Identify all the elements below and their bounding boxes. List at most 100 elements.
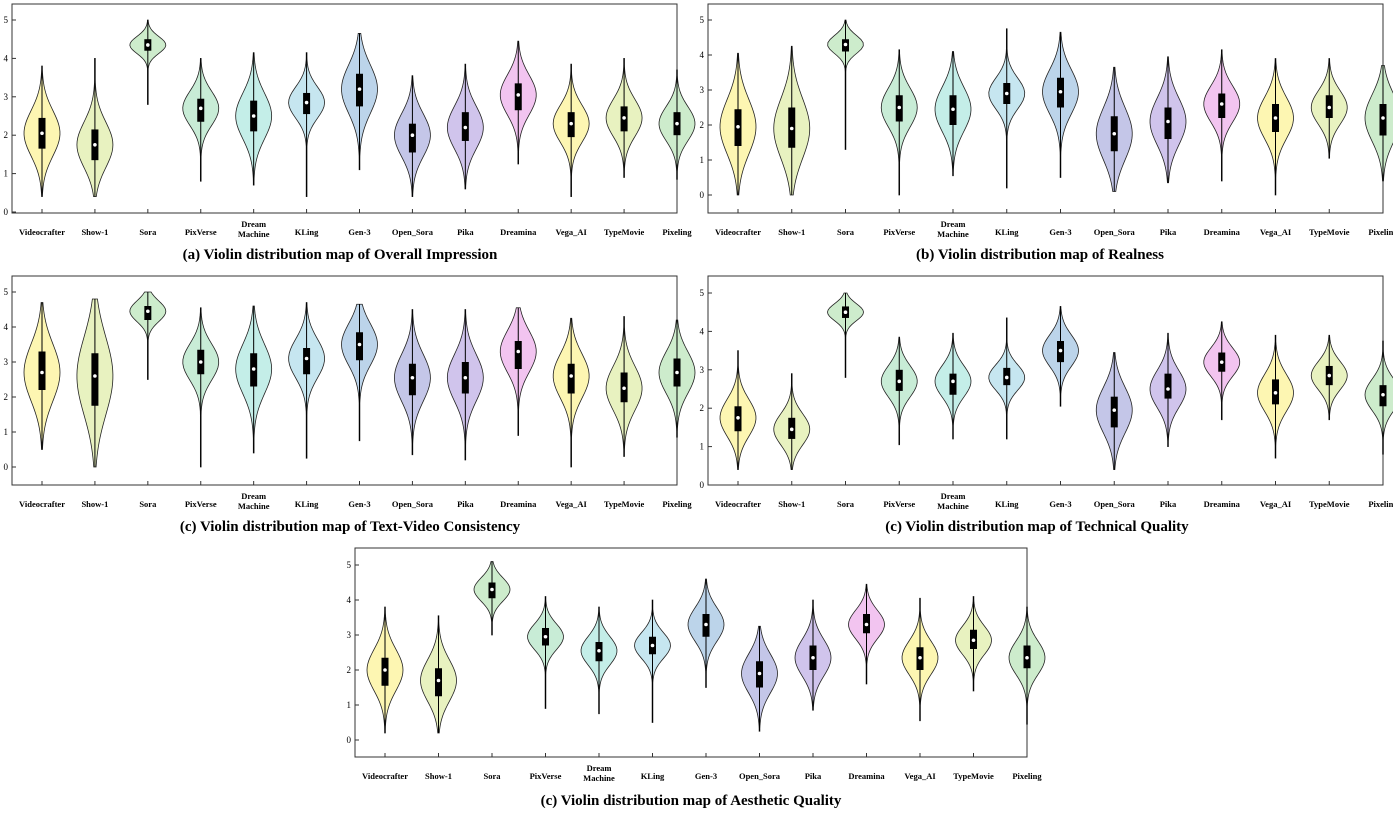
violin-vega-ai	[552, 317, 590, 468]
violin-kling	[634, 599, 671, 723]
median-point	[1025, 655, 1029, 660]
violin-sora	[129, 291, 167, 380]
median-point	[675, 370, 679, 375]
x-tick-label-kling: KLing	[995, 499, 1019, 509]
violin-dreamina	[848, 583, 885, 685]
median-point	[1327, 105, 1332, 110]
x-tick-label-gen-3: Gen-3	[348, 227, 370, 237]
median-point	[789, 126, 794, 131]
median-point	[490, 587, 494, 592]
violin-pika	[446, 63, 484, 190]
median-point	[357, 342, 362, 347]
caption-text-video-consistency: (c) Violin distribution map of Text-Vide…	[179, 519, 521, 535]
x-tick-label-pixverse: PixVerse	[883, 227, 915, 237]
iqr-box	[197, 98, 205, 122]
caption-realness: (b) Violin distribution map of Realness	[916, 247, 1164, 263]
x-tick-label-dreamina: Dreamina	[1204, 227, 1241, 237]
x-tick-label-pixeling: Pixeling	[662, 499, 692, 509]
median-point	[597, 648, 601, 653]
y-tick-label: 2	[347, 665, 352, 675]
violin-dream-machine	[934, 51, 972, 177]
median-point	[1112, 131, 1117, 136]
y-tick-label: 1	[700, 155, 705, 165]
median-point	[146, 43, 150, 47]
iqr-box	[514, 341, 522, 369]
x-tick-label-gen-3: Gen-3	[348, 499, 370, 509]
violin-pixeling	[1008, 606, 1046, 725]
y-tick-label: 1	[4, 169, 9, 179]
panel-0: 0 1 2 3 4 5 Videocrafter Show-1 Sora PixVerse Drea…	[4, 3, 696, 239]
violin-typemovie	[1310, 58, 1348, 159]
x-tick-label-gen-3: Gen-3	[695, 771, 717, 781]
x-tick-label-dream-machine: Dream	[587, 763, 612, 773]
violin-videocrafter	[366, 606, 404, 734]
x-tick-label-open-sora: Open_Sora	[392, 227, 434, 237]
y-tick-label: 4	[4, 53, 9, 63]
y-tick-label: 2	[4, 392, 9, 402]
median-point	[736, 416, 740, 420]
violin-gen-3	[341, 303, 378, 442]
median-point	[543, 634, 548, 639]
x-tick-label-open-sora: Open_Sora	[1094, 499, 1136, 509]
violin-videocrafter	[23, 65, 61, 198]
y-tick-label: 5	[347, 560, 352, 570]
violin-vega-ai	[901, 597, 939, 722]
x-tick-label-pixverse: PixVerse	[530, 771, 562, 781]
median-point	[40, 370, 44, 375]
x-tick-label-gen-3: Gen-3	[1049, 499, 1071, 509]
x-tick-label-pixverse: PixVerse	[185, 227, 217, 237]
panel-3: 0 1 2 3 4 5 Videocrafter Show-1 Sora PixVerse Drea…	[700, 275, 1393, 511]
x-tick-label-dreamina: Dreamina	[1204, 499, 1241, 509]
median-point	[516, 93, 521, 97]
violin-kling	[988, 317, 1026, 440]
median-point	[1219, 360, 1224, 364]
y-tick-label: 3	[700, 365, 705, 375]
median-point	[843, 42, 848, 47]
median-point	[897, 379, 902, 384]
y-tick-label: 3	[4, 357, 9, 367]
y-tick-label: 5	[4, 15, 9, 25]
violin-dream-machine	[235, 305, 273, 454]
x-tick-label-typemovie: TypeMovie	[1309, 227, 1350, 237]
y-tick-label: 4	[700, 326, 705, 336]
violin-sora	[129, 19, 167, 105]
median-point	[757, 671, 762, 676]
x-tick-label-show-1: Show-1	[778, 499, 805, 509]
median-point	[951, 107, 955, 112]
x-tick-label-videocrafter: Videocrafter	[19, 227, 65, 237]
x-tick-label-pixverse: PixVerse	[185, 499, 217, 509]
x-tick-label-dream-machine: Dream	[241, 219, 266, 229]
violin-vega-ai	[552, 63, 590, 198]
x-tick-label-show-1: Show-1	[778, 227, 805, 237]
median-point	[1381, 392, 1385, 397]
violin-typemovie	[605, 316, 643, 457]
violin-dream-machine	[934, 332, 972, 440]
x-tick-label-typemovie: TypeMovie	[953, 771, 994, 781]
median-point	[622, 116, 626, 120]
x-tick-label-pixeling: Pixeling	[1368, 499, 1393, 509]
y-tick-label: 1	[347, 700, 352, 710]
median-point	[1381, 116, 1385, 120]
x-tick-label-dreamina: Dreamina	[500, 499, 537, 509]
median-point	[93, 143, 97, 147]
violin-kling	[288, 302, 325, 459]
x-tick-label-pixverse: PixVerse	[883, 499, 915, 509]
y-tick-label: 0	[4, 207, 9, 217]
median-point	[1004, 91, 1009, 96]
median-point	[704, 622, 708, 627]
x-tick-label-sora: Sora	[139, 499, 157, 509]
violin-dream-machine	[235, 52, 273, 186]
y-tick-label: 4	[347, 595, 352, 605]
y-tick-label: 0	[700, 190, 705, 200]
median-point	[1166, 119, 1170, 124]
x-tick-label-sora: Sora	[139, 227, 157, 237]
y-tick-label: 3	[347, 630, 352, 640]
median-point	[971, 638, 976, 643]
violin-open-sora	[1095, 352, 1133, 471]
x-tick-label-videocrafter: Videocrafter	[19, 499, 65, 509]
x-tick-label-gen-3: Gen-3	[1049, 227, 1071, 237]
median-point	[304, 100, 309, 105]
y-tick-label: 2	[4, 130, 9, 140]
median-point	[622, 386, 626, 391]
median-point	[410, 375, 415, 380]
